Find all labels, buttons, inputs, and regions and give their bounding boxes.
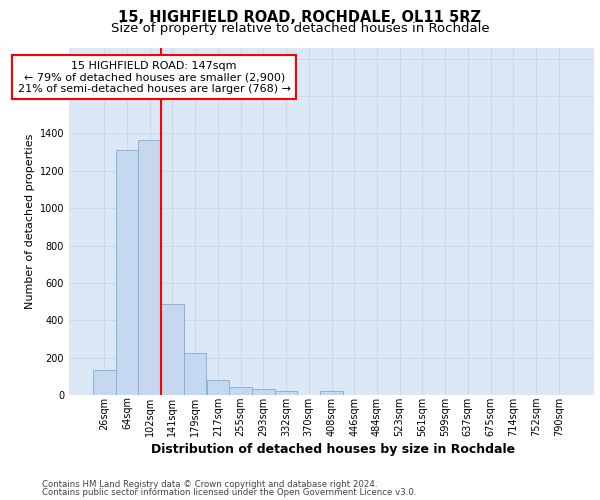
Bar xyxy=(252,390,275,395)
Bar xyxy=(184,353,206,395)
Text: Size of property relative to detached houses in Rochdale: Size of property relative to detached ho… xyxy=(110,22,490,35)
Text: 15, HIGHFIELD ROAD, ROCHDALE, OL11 5RZ: 15, HIGHFIELD ROAD, ROCHDALE, OL11 5RZ xyxy=(119,10,482,25)
Bar xyxy=(139,140,161,395)
Bar xyxy=(93,370,116,395)
Bar xyxy=(161,304,184,395)
Bar xyxy=(229,386,252,395)
Bar xyxy=(275,392,298,395)
Bar xyxy=(206,380,229,395)
Text: 15 HIGHFIELD ROAD: 147sqm
← 79% of detached houses are smaller (2,900)
21% of se: 15 HIGHFIELD ROAD: 147sqm ← 79% of detac… xyxy=(18,60,291,94)
Bar xyxy=(116,150,139,395)
Text: Contains HM Land Registry data © Crown copyright and database right 2024.: Contains HM Land Registry data © Crown c… xyxy=(42,480,377,489)
Text: Distribution of detached houses by size in Rochdale: Distribution of detached houses by size … xyxy=(151,442,515,456)
Bar xyxy=(320,392,343,395)
Y-axis label: Number of detached properties: Number of detached properties xyxy=(25,134,35,309)
Text: Contains public sector information licensed under the Open Government Licence v3: Contains public sector information licen… xyxy=(42,488,416,497)
